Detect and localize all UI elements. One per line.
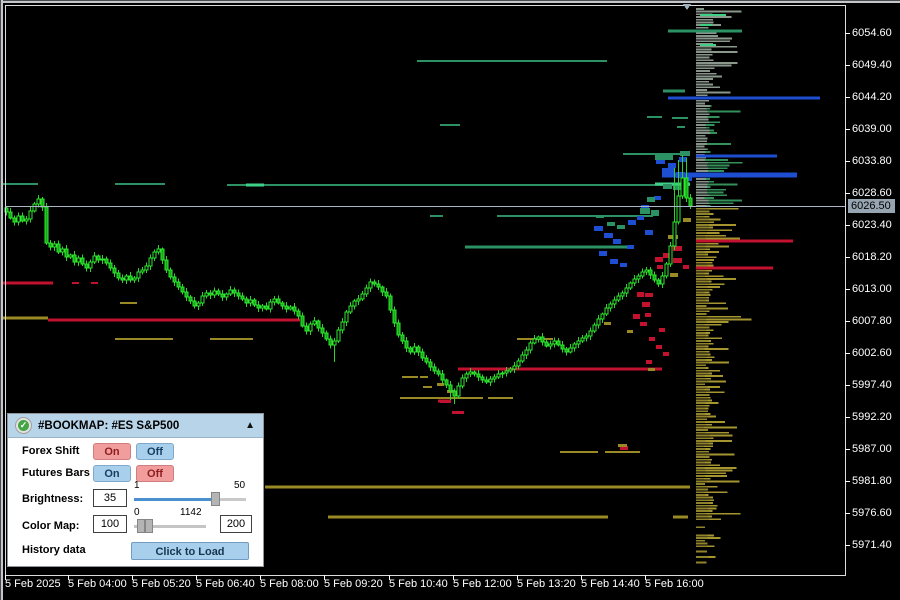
history-data-label: History data (22, 544, 86, 556)
time-tick-label: 5 Feb 09:20 (324, 578, 383, 590)
price-tick-label: 5976.60 (852, 507, 892, 519)
brightness-slider-fill (134, 498, 213, 501)
price-tick-label: 6023.40 (852, 219, 892, 231)
color-map-input-low[interactable] (93, 515, 127, 533)
time-tick-label: 5 Feb 05:20 (132, 578, 191, 590)
status-check-icon: ✓ (16, 418, 31, 433)
futures-bars-on-button[interactable]: On (93, 465, 131, 482)
scroll-end-marker-icon (683, 4, 691, 10)
price-tick-label: 6007.80 (852, 315, 892, 327)
time-tick-label: 5 Feb 08:00 (260, 578, 319, 590)
window-border-left (0, 0, 3, 600)
price-tick-label: 5981.80 (852, 475, 892, 487)
history-load-button[interactable]: Click to Load (131, 542, 249, 560)
forex-shift-label: Forex Shift (22, 445, 80, 457)
brightness-label: Brightness: (22, 493, 84, 505)
futures-bars-label: Futures Bars (22, 467, 90, 479)
time-tick-label: 5 Feb 06:40 (196, 578, 255, 590)
price-tick-label: 6013.00 (852, 283, 892, 295)
price-tick-label: 6039.00 (852, 123, 892, 135)
forex-shift-on-button[interactable]: On (93, 443, 131, 460)
time-tick-label: 5 Feb 14:40 (581, 578, 640, 590)
price-tick-label: 6044.20 (852, 91, 892, 103)
time-tick-label: 5 Feb 13:20 (517, 578, 576, 590)
panel-header[interactable]: ✓ #BOOKMAP: #ES S&P500 ▲ (8, 414, 263, 438)
time-axis[interactable]: 5 Feb 2025 5 Feb 04:00 5 Feb 05:20 5 Feb 06… (0, 576, 900, 598)
brightness-input[interactable] (93, 489, 127, 507)
time-tick-label: 5 Feb 12:00 (453, 578, 512, 590)
price-tick-label: 6028.60 (852, 187, 892, 199)
brightness-slider-track[interactable] (134, 498, 246, 501)
color-map-max-label: 1142 (180, 507, 202, 518)
price-tick-label: 6054.60 (852, 27, 892, 39)
collapse-arrow-icon[interactable]: ▲ (245, 420, 255, 431)
brightness-slider-handle[interactable] (211, 492, 220, 506)
time-tick-label: 5 Feb 10:40 (389, 578, 448, 590)
current-price-badge: 6026.50 (848, 199, 895, 213)
panel-title: #BOOKMAP: #ES S&P500 (38, 419, 180, 432)
price-tick-label: 6018.20 (852, 251, 892, 263)
color-map-slider-handle-high[interactable] (145, 519, 153, 533)
color-map-min-label: 0 (134, 507, 140, 518)
price-tick-label: 6002.60 (852, 347, 892, 359)
futures-bars-off-button[interactable]: Off (136, 465, 174, 482)
price-tick-label: 5992.20 (852, 411, 892, 423)
price-tick-label: 6049.40 (852, 59, 892, 71)
color-map-slider-handle-low[interactable] (137, 519, 145, 533)
color-map-input-high[interactable] (220, 515, 252, 533)
price-tick-label: 5987.00 (852, 443, 892, 455)
color-map-label: Color Map: (22, 520, 80, 532)
brightness-max-label: 50 (234, 480, 246, 491)
price-tick-label: 6033.80 (852, 155, 892, 167)
candles-layer (4, 155, 693, 404)
bookmap-panel: ✓ #BOOKMAP: #ES S&P500 ▲ Forex Shift On … (7, 413, 264, 567)
price-axis[interactable]: 6054.60 6049.40 6044.20 6039.00 6033.80 6028.… (846, 0, 900, 575)
forex-shift-off-button[interactable]: Off (136, 443, 174, 460)
brightness-min-label: 1 (134, 480, 140, 491)
time-tick-label: 5 Feb 2025 (5, 578, 61, 590)
time-tick-label: 5 Feb 04:00 (68, 578, 127, 590)
window-border-top (0, 0, 900, 3)
time-tick-label: 5 Feb 16:00 (645, 578, 704, 590)
price-tick-label: 5971.40 (852, 539, 892, 551)
price-tick-label: 5997.40 (852, 379, 892, 391)
